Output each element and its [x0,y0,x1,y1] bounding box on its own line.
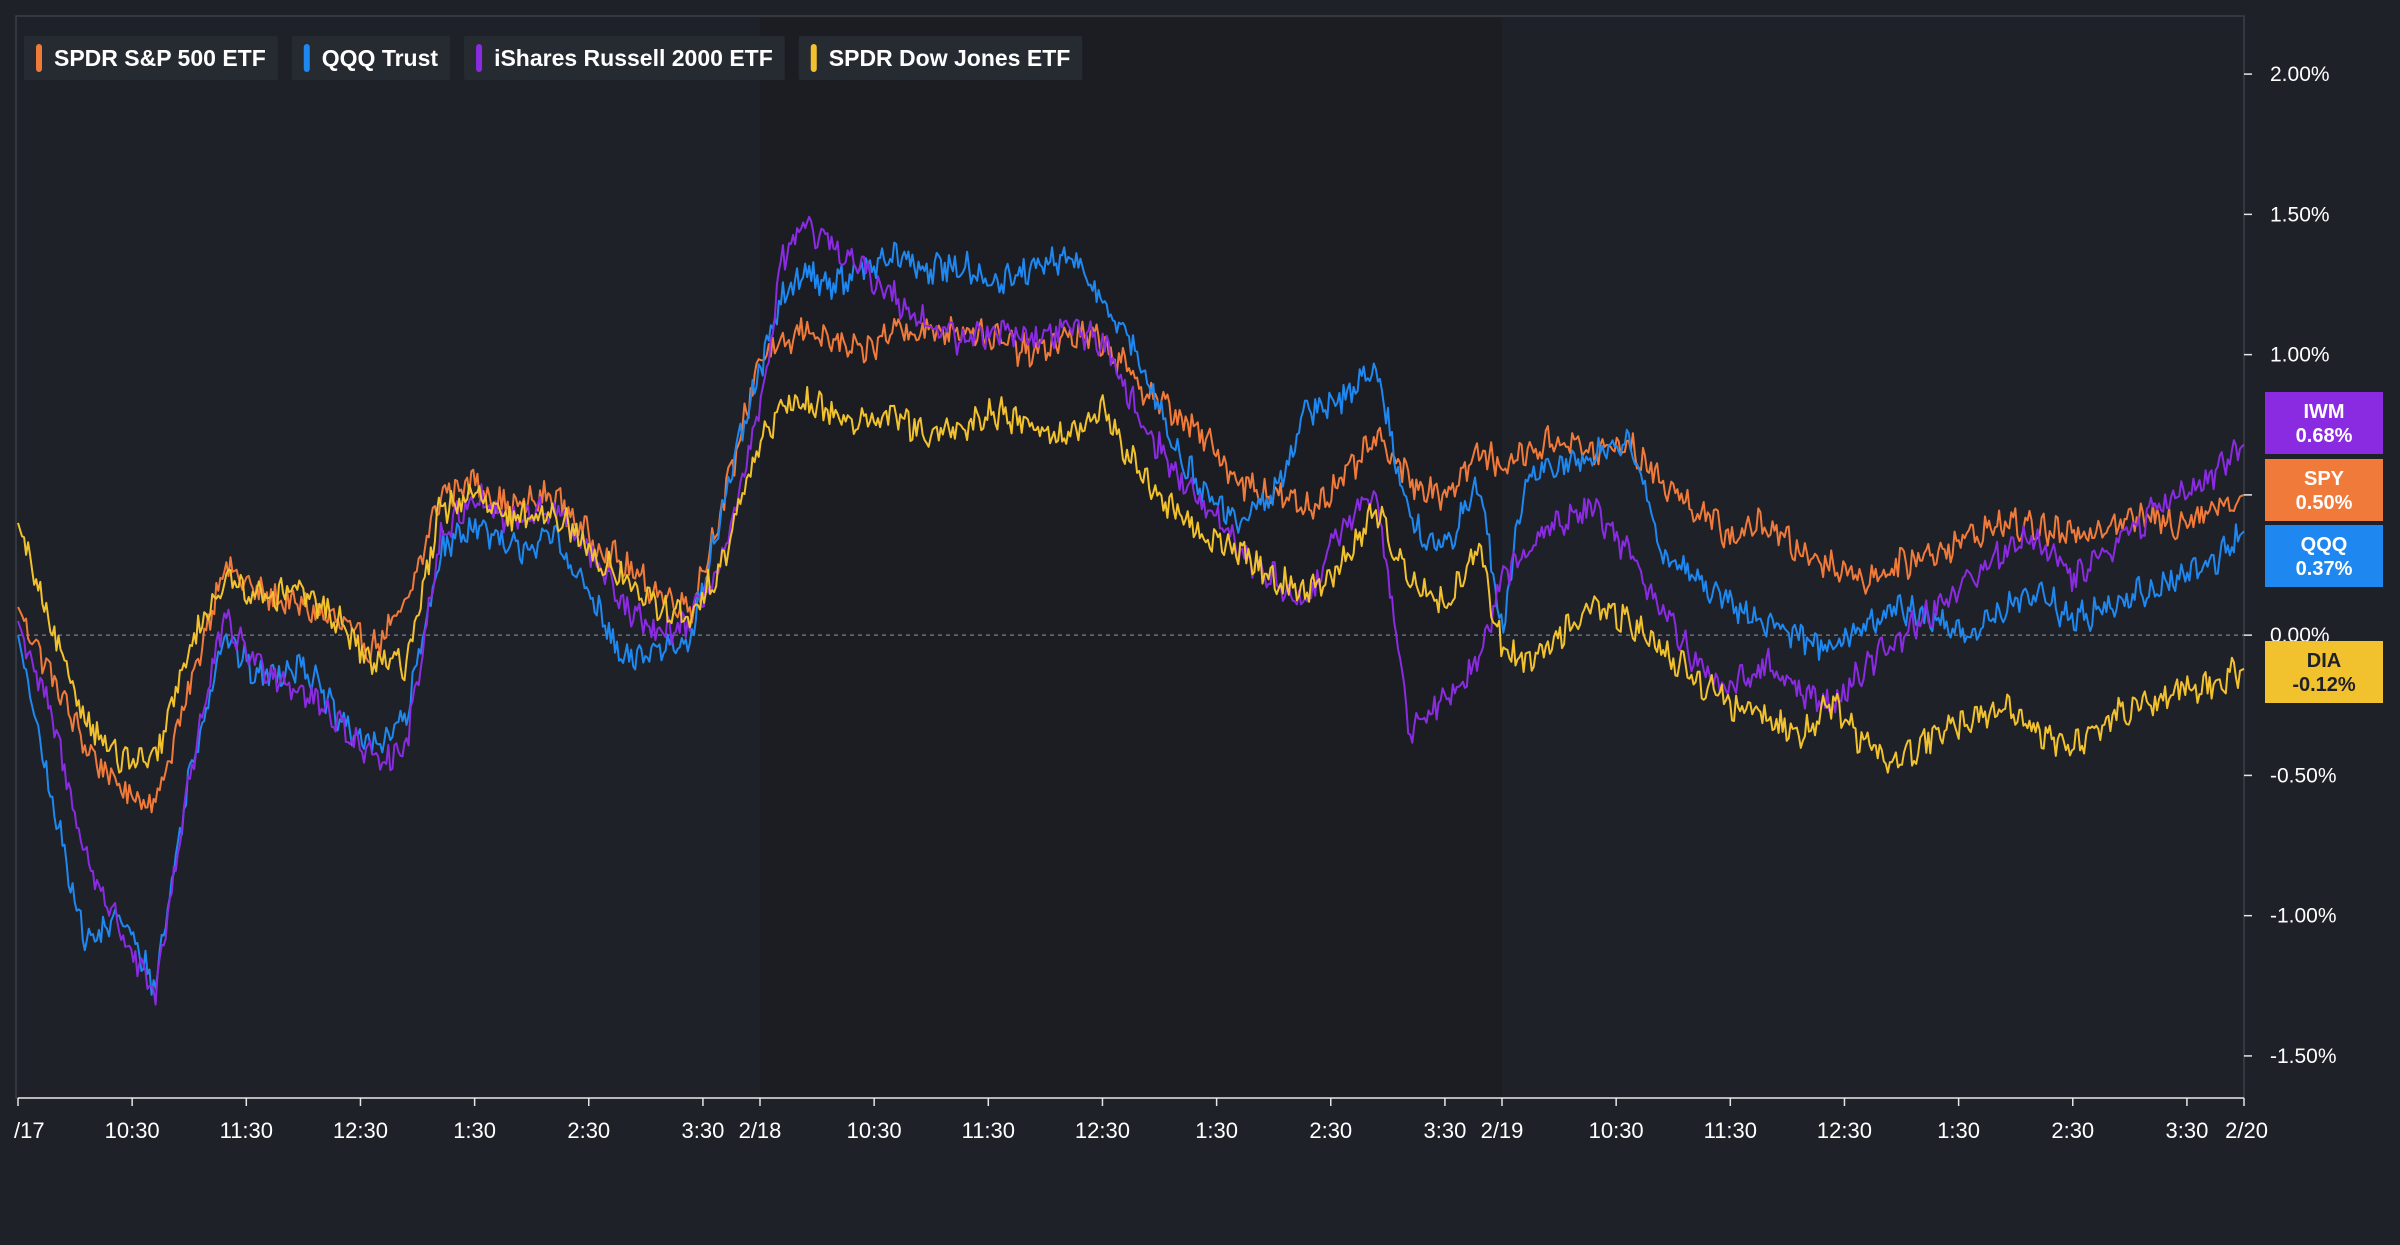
end-label-ticker: DIA [2307,650,2341,672]
legend-item-qqq[interactable]: QQQ Trust [291,36,451,80]
x-tick-label: 12:30 [1817,1118,1872,1143]
y-tick-label: -1.50% [2270,1045,2337,1068]
end-label-background [2265,525,2383,587]
legend-swatch [810,44,817,72]
x-tick-label: 10:30 [105,1118,160,1143]
x-tick-label: 12:30 [333,1118,388,1143]
end-label-ticker: SPY [2304,468,2345,490]
x-tick-label: 11:30 [220,1118,273,1143]
y-tick-label: -0.50% [2270,764,2337,787]
y-tick-label: 2.00% [2270,63,2330,86]
series-lines [17,215,2245,1006]
end-label-background [2265,392,2383,454]
legend-item-spy[interactable]: SPDR S&P 500 ETF [24,36,278,80]
end-label-value: 0.68% [2296,425,2353,447]
legend-label: iShares Russell 2000 ETF [494,45,773,71]
session-bands [760,18,1502,1098]
series-line-spy [17,316,2245,814]
end-label-background [2265,459,2383,521]
legend-item-background [464,36,785,80]
x-tick-label: 2:30 [2051,1118,2094,1143]
legend-label: SPDR S&P 500 ETF [54,45,266,71]
legend-item-background [291,36,451,80]
end-label-background [2265,641,2383,703]
x-tick-label: 2:30 [567,1118,610,1143]
end-label-dia: DIA-0.12% [2265,641,2383,703]
legend-item-dia[interactable]: SPDR Dow Jones ETF [798,36,1083,80]
y-tick-label: -1.00% [2270,905,2337,928]
legend-label: QQQ Trust [322,45,439,71]
end-label-value: 0.37% [2296,558,2353,580]
x-tick-label: 1:30 [453,1118,496,1143]
x-tick-label: 2/19 [1481,1118,1524,1143]
x-tick-label: 11:30 [962,1118,1015,1143]
end-label-value: 0.50% [2296,492,2353,514]
x-tick-label: 11:30 [1704,1118,1757,1143]
series-line-iwm [17,215,2245,1006]
legend-swatch [36,44,42,72]
x-tick-label: /17 [14,1118,45,1143]
series-line-dia [17,386,2245,774]
x-tick-label: 2:30 [1309,1118,1352,1143]
legend-swatch [303,44,310,72]
x-tick-label: 10:30 [847,1118,902,1143]
x-tick-label: 3:30 [2166,1118,2209,1143]
x-tick-label: 1:30 [1195,1118,1238,1143]
x-axis: /17 10:30 11:30 12:30 1:30 2:30 3:30 2/18 10:30 1… [14,1097,2268,1143]
x-tick-label: 3:30 [682,1118,725,1143]
x-tick-label: 1:30 [1937,1118,1980,1143]
x-tick-label: 2/20 [2225,1118,2268,1143]
x-tick-label: 10:30 [1589,1118,1644,1143]
x-tick-label: 2/18 [739,1118,782,1143]
end-label-value: -0.12% [2292,674,2356,696]
end-label-ticker: QQQ [2301,534,2348,556]
x-tick-label: 12:30 [1075,1118,1130,1143]
y-tick-label: 1.50% [2270,203,2330,226]
legend-swatch [476,44,483,72]
y-tick-label: 1.00% [2270,344,2330,367]
legend-item-background [798,36,1083,80]
session-band-2-18 [760,18,1502,1098]
end-label-ticker: IWM [2303,401,2344,423]
series-line-qqq [17,241,2245,996]
legend-label: SPDR Dow Jones ETF [829,45,1071,71]
legend-item-background [24,36,278,80]
legend-item-iwm[interactable]: iShares Russell 2000 ETF [464,36,785,80]
legend: SPDR S&P 500 ETF QQQ Trust iShares Russell… [24,36,1083,80]
x-tick-label: 3:30 [1424,1118,1467,1143]
